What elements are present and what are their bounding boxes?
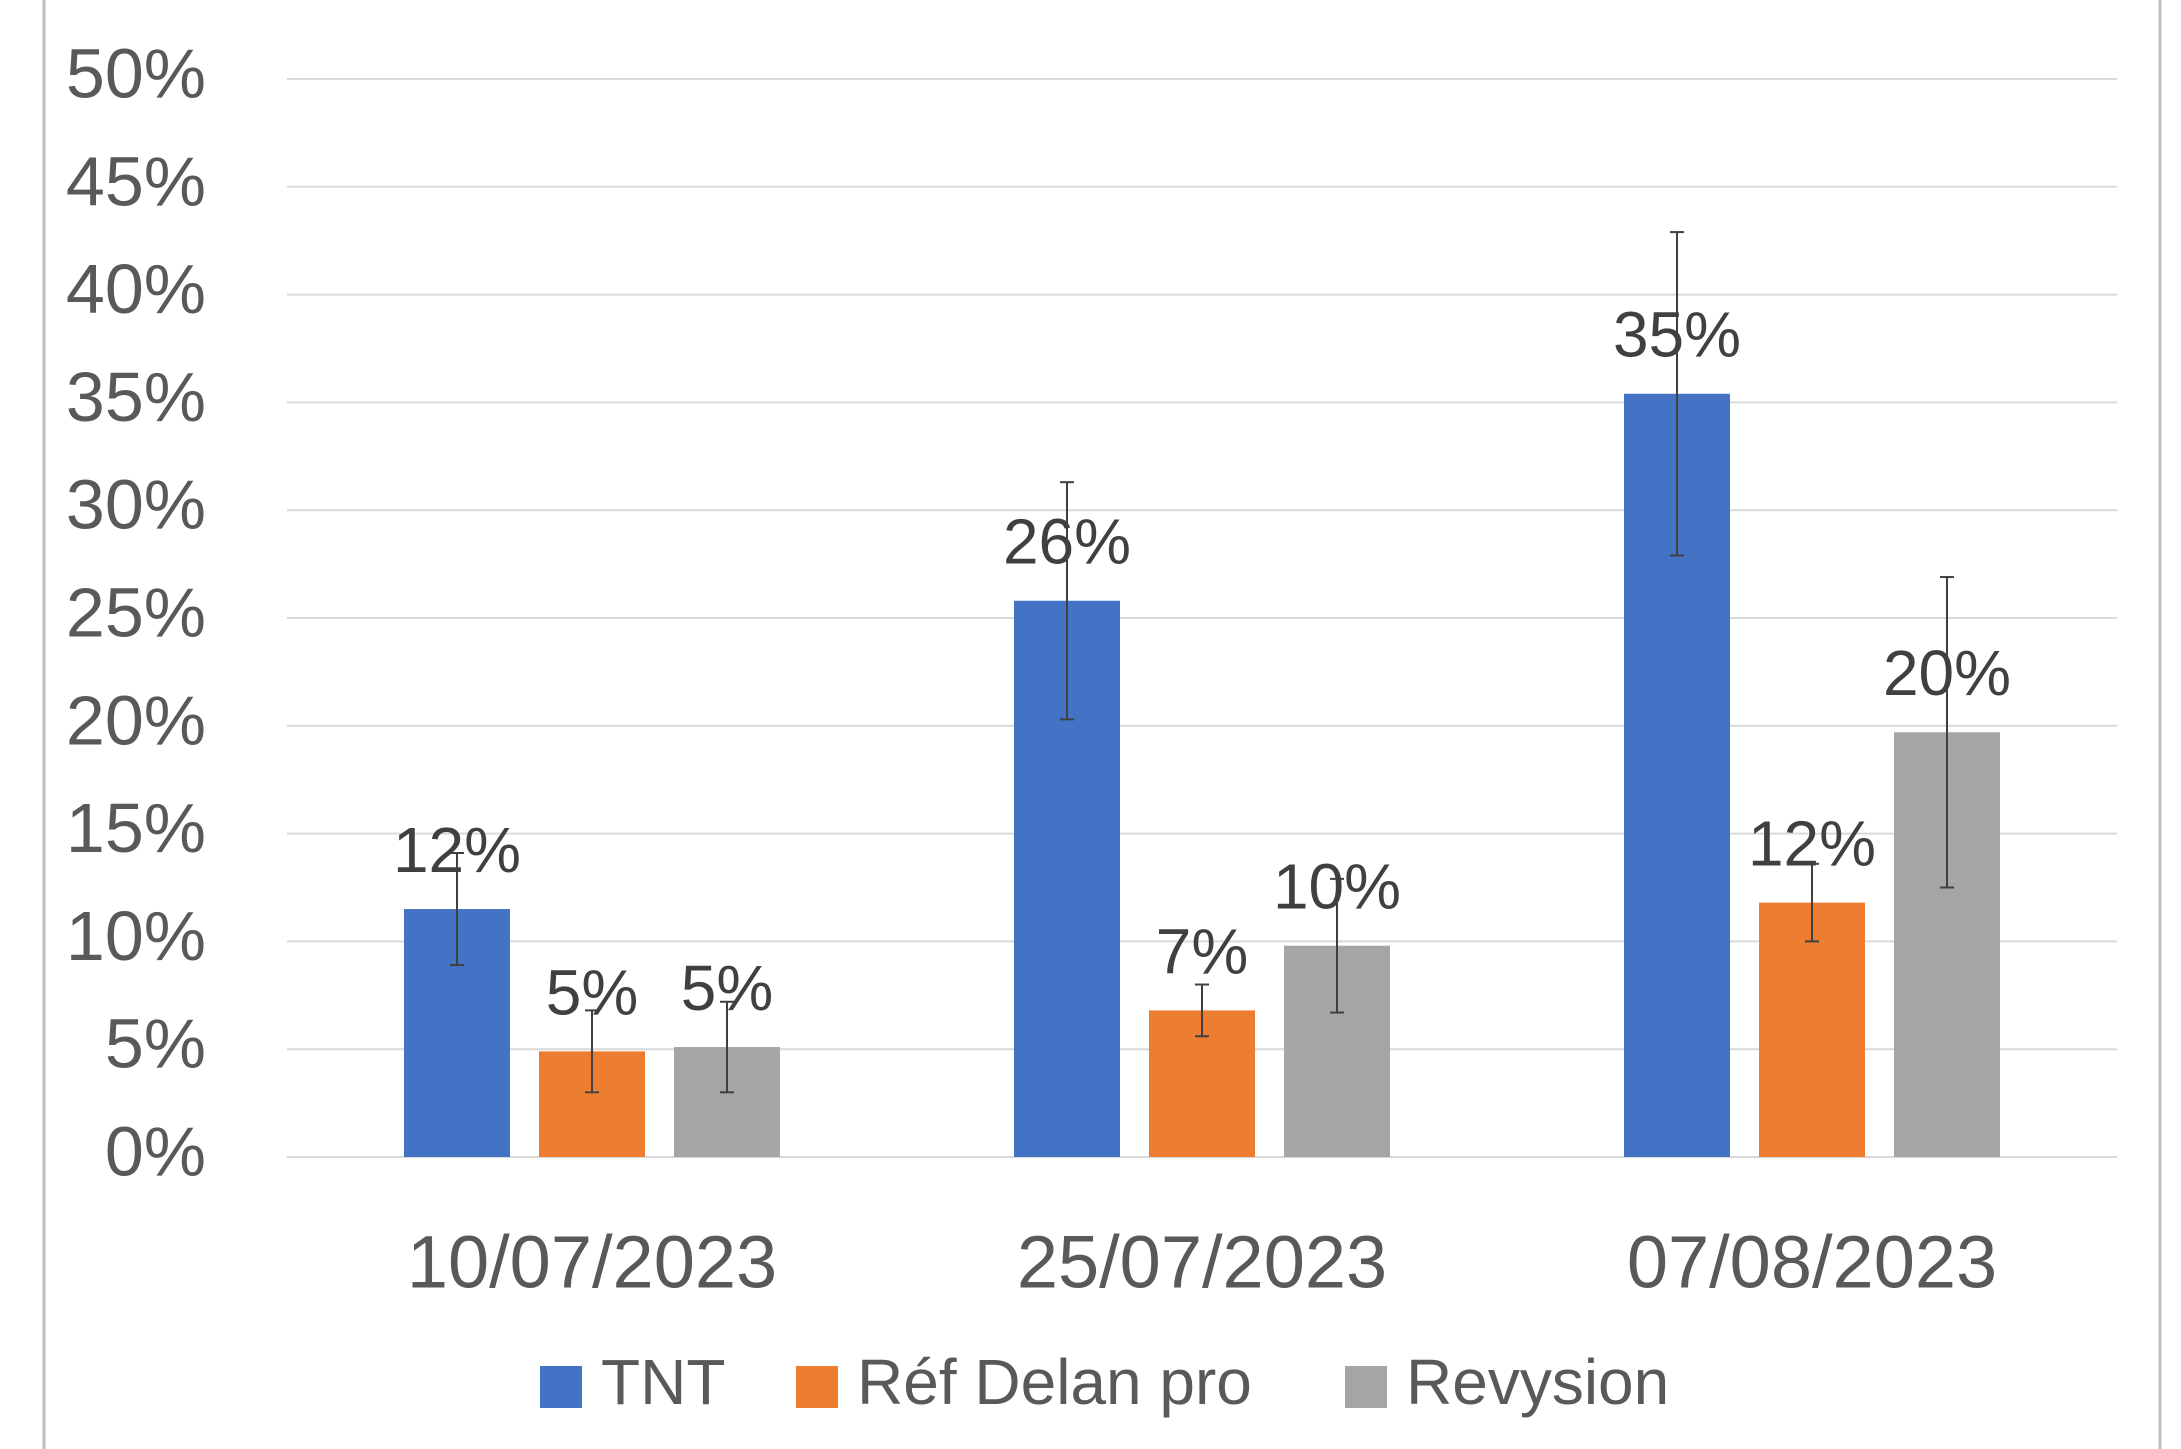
y-tick-label: 5% [105, 1005, 206, 1083]
legend-swatch [796, 1366, 838, 1408]
y-tick-label: 25% [66, 573, 206, 651]
y-tick-label: 35% [66, 358, 206, 436]
y-tick-label: 50% [66, 34, 206, 112]
legend-swatch [540, 1366, 582, 1408]
legend-swatch [1345, 1366, 1387, 1408]
data-label: 7% [1156, 915, 1249, 987]
x-tick-label: 07/08/2023 [1627, 1221, 1997, 1304]
y-tick-label: 40% [66, 250, 206, 328]
x-tick-label: 10/07/2023 [407, 1221, 777, 1304]
legend-label: Revysion [1406, 1346, 1669, 1418]
bar [1759, 902, 1865, 1157]
y-tick-label: 45% [66, 142, 206, 220]
legend-label: TNT [601, 1346, 725, 1418]
y-tick-label: 10% [66, 897, 206, 975]
y-tick-label: 0% [105, 1112, 206, 1190]
y-tick-label: 20% [66, 681, 206, 759]
legend-label: Réf Delan pro [857, 1346, 1252, 1418]
y-tick-label: 30% [66, 466, 206, 544]
x-tick-label: 25/07/2023 [1017, 1221, 1387, 1304]
y-tick-label: 15% [66, 789, 206, 867]
